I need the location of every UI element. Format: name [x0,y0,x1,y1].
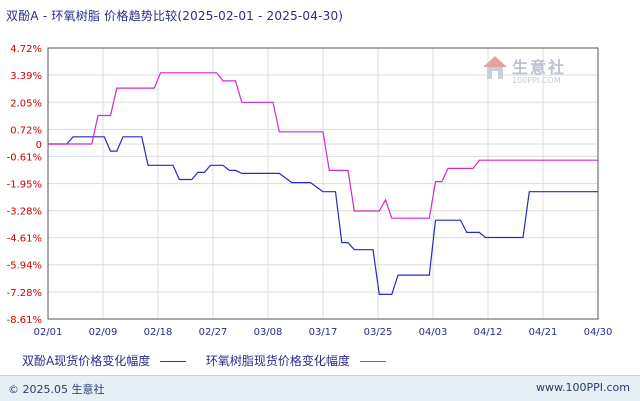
y-tick-label: 2.05% [10,98,42,109]
watermark-url: 100PPI.COM [512,76,561,85]
legend-label-series-a: 双酚A现货价格变化幅度 [22,354,151,368]
watermark-text: 生意社 [512,58,567,77]
y-tick-label: -0.61% [7,152,42,163]
x-tick-label: 02/09 [89,327,118,338]
chart-title: 双酚A - 环氧树脂 价格趋势比较(2025-02-01 - 2025-04-3… [6,9,344,23]
chart-axes [47,47,599,320]
x-tick-label: 04/30 [584,327,613,338]
legend-item-series-b: 环氧树脂现货价格变化幅度 [206,352,386,369]
y-tick-label: -4.61% [7,234,42,245]
x-tick-label: 03/25 [364,327,393,338]
x-tick-label: 03/17 [309,327,338,338]
legend-swatch-series-b [359,361,386,362]
x-tick-label: 04/03 [419,327,448,338]
y-tick-label: -8.61% [7,315,42,326]
legend-item-series-a: 双酚A现货价格变化幅度 [22,352,187,369]
chart-series [48,72,598,295]
y-tick-label: 0.72% [10,125,42,136]
x-tick-label: 02/18 [144,327,173,338]
legend-label-series-b: 环氧树脂现货价格变化幅度 [205,354,350,368]
x-tick-label: 03/08 [254,327,283,338]
y-tick-label: 3.39% [10,71,42,82]
plot-frame [47,47,599,320]
x-tick-label: 04/12 [474,327,503,338]
footer-bar: © 2025.05 生意社 www.100PPI.com [0,375,640,401]
legend-swatch-series-a [160,361,187,362]
y-tick-label: 0 [36,140,42,151]
y-tick-label: 4.72% [10,44,42,55]
chart-legend: 双酚A现货价格变化幅度 环氧树脂现货价格变化幅度 [22,352,402,369]
x-tick-label: 02/27 [199,327,228,338]
y-tick-label: -3.28% [7,207,42,218]
y-tick-label: -5.94% [7,261,42,272]
watermark-logo: 生意社 100PPI.COM [480,52,580,92]
footer-site-link[interactable]: www.100PPI.com [536,381,630,394]
line-chart: 4.72% 3.39% 2.05% 0.72% 0-0.61% -1.95% -3.28% -… [7,44,613,338]
x-tick-label: 02/01 [34,327,63,338]
x-tick-label: 04/21 [529,327,558,338]
y-axis-ticks: 4.72% 3.39% 2.05% 0.72% 0-0.61% -1.95% -3.28% -… [7,44,42,326]
y-tick-label: -1.95% [7,180,42,191]
footer-copyright: © 2025.05 生意社 [8,383,105,396]
x-axis-ticks: 02/01 02/09 02/18 02/27 03/08 03/17 03/25 04/03… [34,327,613,338]
series-line-epoxy-resin [48,72,598,219]
y-tick-label: -7.28% [7,288,42,299]
house-icon [483,56,507,79]
series-line-bisphenol-a [48,136,598,295]
